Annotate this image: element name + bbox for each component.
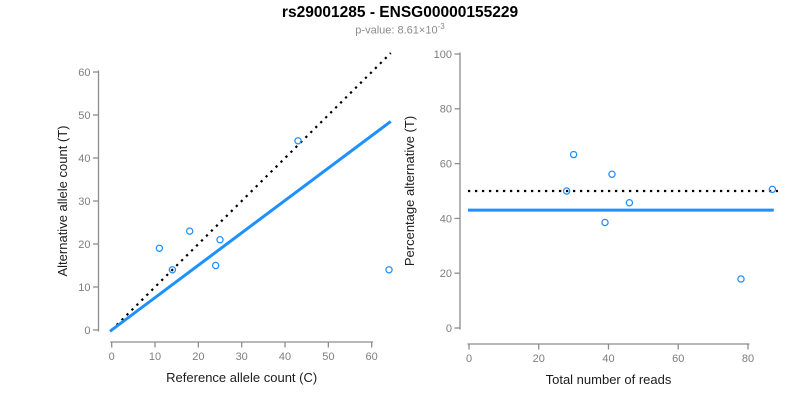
y-tick-label: 30 xyxy=(78,196,90,208)
data-point xyxy=(601,218,609,227)
data-point xyxy=(625,199,634,207)
x-tick-label: 30 xyxy=(236,351,248,363)
x-tick-label: 0 xyxy=(109,351,115,363)
x-axis-title: Total number of reads xyxy=(546,372,672,387)
x-tick-label: 20 xyxy=(533,353,545,365)
x-tick-label: 10 xyxy=(149,351,161,363)
x-tick-label: 20 xyxy=(192,351,204,363)
y-axis: 0 10 20 30 40 50 60 xyxy=(78,67,100,337)
y-tick-label: 0 xyxy=(446,323,452,335)
y-axis-title: Alternative allele count (T) xyxy=(55,125,70,276)
data-point xyxy=(168,266,177,274)
data-points xyxy=(562,150,777,283)
y-tick-label: 50 xyxy=(78,110,90,122)
data-point xyxy=(155,244,164,253)
x-tick-label: 60 xyxy=(672,353,684,365)
y-tick-label: 20 xyxy=(440,268,452,280)
data-point xyxy=(737,275,745,283)
data-point xyxy=(385,266,393,274)
x-tick-label: 40 xyxy=(602,353,614,365)
y-tick-label: 20 xyxy=(78,239,90,251)
y-tick-label: 0 xyxy=(84,325,90,337)
fitted-ratio-line xyxy=(109,120,392,333)
x-axis-title: Reference allele count (C) xyxy=(166,370,317,385)
x-axis: 0 20 40 60 80 xyxy=(466,343,754,365)
x-tick-label: 80 xyxy=(742,353,754,365)
data-point xyxy=(608,170,616,179)
subtitle-exponent: -3 xyxy=(437,22,445,31)
subtitle-pvalue-text: p-value: 8.61×10 xyxy=(355,24,438,37)
data-point xyxy=(216,235,224,244)
data-point xyxy=(294,137,302,145)
y-axis: 0 20 40 60 80 100 xyxy=(434,49,461,335)
plot-subtitle: p-value: 8.61×10-3 xyxy=(0,22,800,37)
plot-title: rs29001285 - ENSG00000155229 xyxy=(281,4,519,21)
y-tick-label: 60 xyxy=(78,67,90,79)
x-tick-label: 40 xyxy=(279,351,291,363)
data-point xyxy=(562,187,571,195)
data-point xyxy=(211,261,220,270)
x-axis: 0 10 20 30 40 50 60 xyxy=(109,341,378,363)
y-axis-title: Percentage alternative (T) xyxy=(402,116,417,266)
allele-count-scatter-plot: 0 10 20 30 40 50 60 0 10 20 30 40 50 60 Reference alle… xyxy=(55,52,393,385)
y-tick-label: 40 xyxy=(78,153,90,165)
y-tick-label: 10 xyxy=(78,282,90,294)
y-tick-label: 80 xyxy=(440,104,452,116)
data-point xyxy=(768,185,777,194)
data-point xyxy=(185,227,194,235)
x-tick-label: 50 xyxy=(322,351,334,363)
x-tick-label: 0 xyxy=(466,353,472,365)
data-point xyxy=(569,150,578,159)
y-tick-label: 60 xyxy=(440,158,452,170)
percentage-reads-scatter-plot: 0 20 40 60 80 100 0 20 40 60 80 Total number of rea… xyxy=(402,49,778,387)
identity-line xyxy=(110,52,392,331)
y-tick-label: 100 xyxy=(434,49,452,61)
x-tick-label: 60 xyxy=(366,351,378,363)
y-tick-label: 40 xyxy=(440,213,452,225)
data-points xyxy=(155,137,393,274)
